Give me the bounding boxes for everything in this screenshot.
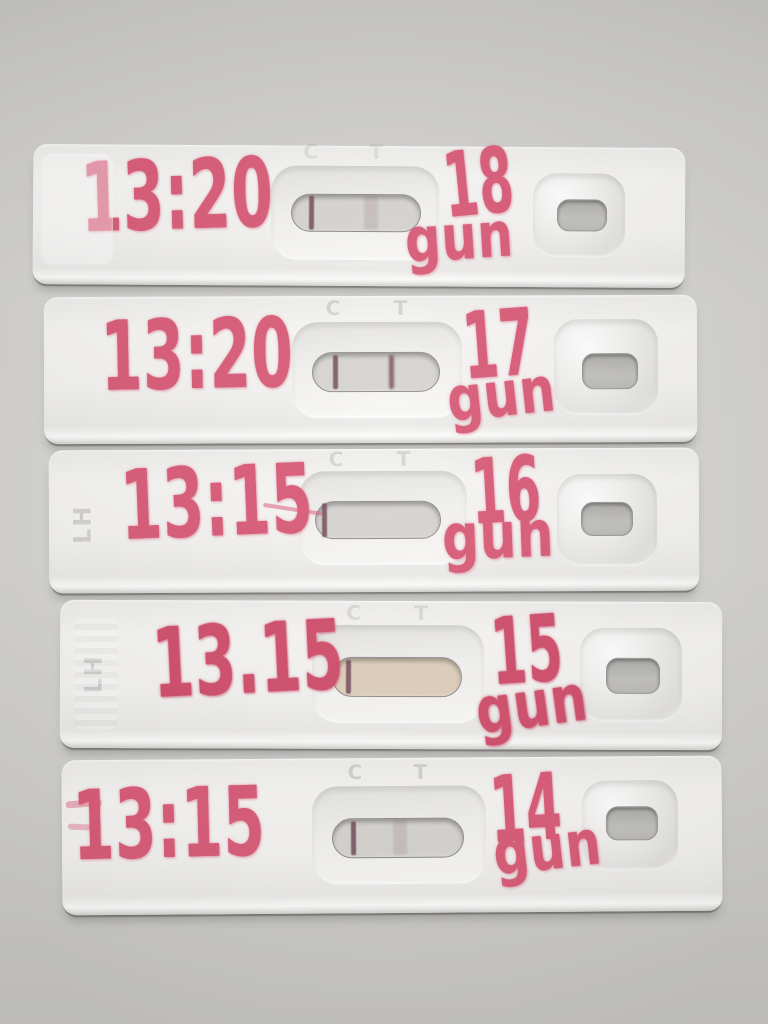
result-window [331,656,463,698]
test-marker-label: T [369,140,384,165]
test-cassette-3: C T 13:15 16 gun LH [48,437,700,594]
sample-well [605,657,661,694]
test-cassette-2: C T 13:20 17 gun [43,288,698,445]
result-window [311,351,441,393]
sample-well [580,501,634,537]
test-cassette-5: C T 13:15 14 gun [61,753,723,916]
handwritten-day-unit: gun [471,661,593,750]
handwritten-time: 13:20 [99,296,295,413]
marker-overwrite-stroke [67,823,99,831]
test-line [392,820,407,856]
handwritten-day-unit: gun [402,197,516,278]
test-line [388,354,394,390]
handwritten-day-unit: gun [443,352,560,437]
test-marker-label: T [413,759,428,784]
sample-well [605,806,659,841]
handwritten-time: 13:15 [118,442,316,563]
control-marker-label: C [347,760,363,785]
result-window [331,817,465,859]
control-marker-label: C [303,139,319,164]
handwritten-time: 13:15 [71,765,267,883]
control-line [351,820,357,856]
test-marker-label: T [396,446,411,471]
control-line [322,503,328,537]
test-marker-label: T [393,295,408,320]
handwritten-time: 13.15 [149,598,347,721]
control-line [333,354,339,390]
test-cassette-1: C T 13:20 18 gun [32,128,686,288]
handwritten-day-unit: gun [440,497,556,576]
test-line [363,196,378,230]
sample-well [556,199,608,232]
handwritten-day-unit: gun [489,805,606,890]
molded-grip-ridges [73,617,119,731]
result-window [290,193,422,233]
result-window [314,500,442,540]
control-marker-label: C [346,600,361,625]
test-marker-label: T [414,601,428,626]
molded-end-plateau [40,154,114,267]
control-marker-label: C [325,296,341,321]
lh-embossing: LH [68,504,97,545]
control-marker-label: C [328,447,344,472]
sample-well [581,353,639,390]
control-line [345,659,351,695]
control-line [308,196,314,230]
